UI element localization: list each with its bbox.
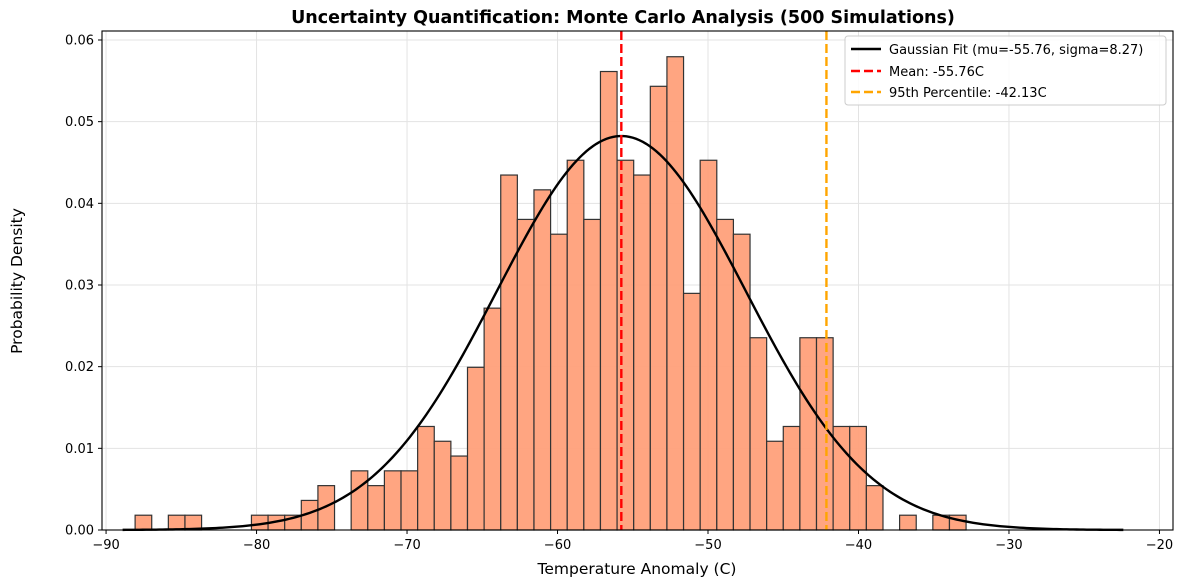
histogram-bar [849,425,867,531]
x-tick-label: −90 [92,538,119,553]
histogram-bar [400,470,419,531]
plot-frame [101,30,1174,531]
legend-label-mean: Mean: -55.76C [889,65,984,80]
x-tick-label: −20 [1146,538,1173,553]
legend-box [844,35,1167,106]
histogram-bar [433,440,452,531]
y-tick-label: 0.06 [65,33,94,48]
histogram-bar [167,514,186,531]
histogram-bar [566,159,585,531]
histogram-bar [483,307,502,531]
legend-label-gaussian: Gaussian Fit (mu=-55.76, sigma=8.27) [889,43,1143,58]
histogram-bar [516,218,535,531]
x-tick-label: −50 [694,538,721,553]
y-axis-ticks: 0.00 0.01 0.02 0.03 0.04 0.05 0.06 [65,33,102,539]
gaussian-fit-curve [122,134,1124,532]
y-tick-label: 0.00 [65,524,94,539]
histogram-bar [899,514,917,531]
histogram-bar [134,514,153,531]
histogram-bar [450,455,469,531]
gaussian-layer [122,134,1124,532]
histogram-bar [549,233,568,531]
legend-label-percentile: 95th Percentile: -42.13C [889,86,1047,101]
x-tick-label: −70 [393,538,420,553]
histogram-bar [749,337,768,531]
y-axis-label: Probability Density [8,208,26,354]
histogram-bar [466,366,485,531]
histogram-bar [417,425,435,531]
histogram-bar [383,470,402,531]
y-tick-label: 0.05 [65,115,94,130]
histogram-bar [666,56,685,531]
x-tick-label: −80 [243,538,270,553]
histogram-bar [533,189,552,531]
y-tick-label: 0.04 [65,197,94,212]
x-axis-label: Temperature Anomaly (C) [537,560,737,578]
histogram-bar [616,159,635,531]
histogram-bar [799,337,818,531]
histogram-bar [782,425,801,531]
x-tick-label: −60 [544,538,571,553]
histogram-bar [716,218,735,531]
x-tick-label: −30 [995,538,1022,553]
histogram-bar [682,292,701,531]
x-axis-ticks: −90 −80 −70 −60 −50 −40 −30 −20 [92,530,1173,553]
histogram-bar [865,485,884,531]
histogram-bar [500,174,518,531]
y-tick-label: 0.02 [65,360,94,375]
histogram-bar [732,233,751,531]
histogram-bar [367,485,385,531]
y-tick-label: 0.01 [65,442,94,457]
reference-lines [620,31,828,530]
histogram-bar [633,174,651,531]
histogram-bar [583,218,602,531]
histogram-bar [699,159,718,531]
histogram-bar [766,440,784,531]
chart-title: Uncertainty Quantification: Monte Carlo … [291,8,955,28]
y-tick-label: 0.03 [65,278,94,293]
x-tick-label: −40 [845,538,872,553]
legend: Gaussian Fit (mu=-55.76, sigma=8.27) Mea… [844,35,1167,106]
histogram-bar [350,470,369,531]
